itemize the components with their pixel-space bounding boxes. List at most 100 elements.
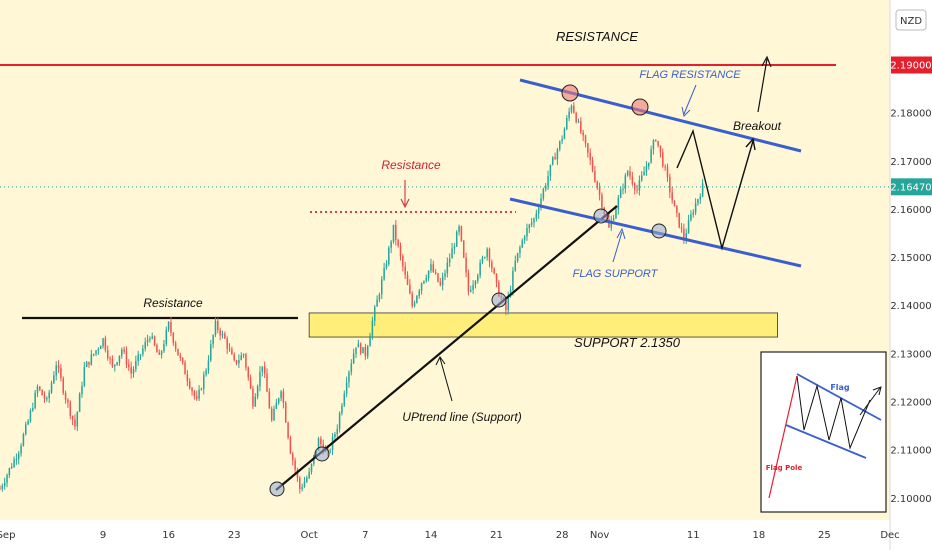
candle-body bbox=[453, 246, 456, 249]
candle-body bbox=[46, 398, 48, 400]
candle-body bbox=[659, 145, 662, 153]
candle-body bbox=[174, 343, 177, 349]
candle-body bbox=[97, 349, 100, 351]
candle-body bbox=[474, 281, 477, 285]
candle-body bbox=[270, 408, 273, 421]
candle-body bbox=[385, 264, 388, 268]
candle-body bbox=[275, 402, 278, 409]
candle-body bbox=[530, 222, 533, 225]
candle-body bbox=[388, 247, 390, 265]
y-tick-label: 2.10000 bbox=[890, 494, 931, 505]
candle-body bbox=[78, 393, 81, 412]
candle-body bbox=[434, 272, 437, 274]
candle-body bbox=[467, 272, 470, 292]
candle-body bbox=[348, 371, 350, 383]
candle-body bbox=[399, 245, 402, 256]
candle-body bbox=[205, 370, 207, 375]
breakout-arrowhead bbox=[761, 55, 772, 68]
candle-body bbox=[633, 183, 636, 190]
candle-body bbox=[43, 395, 46, 400]
candle-body bbox=[631, 176, 634, 184]
candle-body bbox=[570, 105, 573, 112]
candle-body bbox=[135, 361, 137, 370]
candle-body bbox=[526, 228, 528, 237]
candle-body bbox=[36, 386, 39, 393]
candle-body bbox=[683, 228, 685, 240]
candle-body bbox=[671, 192, 673, 201]
candle-body bbox=[273, 408, 275, 421]
candle-body bbox=[15, 458, 18, 460]
candle-body bbox=[247, 367, 250, 378]
currency-badge[interactable] bbox=[895, 9, 927, 31]
candle-body bbox=[655, 140, 657, 142]
candle-body bbox=[430, 264, 432, 271]
candle-body bbox=[163, 344, 165, 352]
inset-arrow bbox=[859, 387, 881, 416]
candle-body bbox=[465, 257, 467, 273]
candle-body bbox=[589, 152, 591, 160]
candle-body bbox=[228, 348, 231, 350]
candle-body bbox=[678, 212, 680, 228]
candle-body bbox=[149, 338, 151, 340]
candle-body bbox=[411, 293, 413, 307]
candle-body bbox=[547, 176, 549, 186]
candle-body bbox=[498, 282, 500, 297]
x-tick-label: 21 bbox=[490, 530, 503, 541]
candle-body bbox=[27, 420, 29, 425]
candle-body bbox=[587, 143, 589, 153]
candle-body bbox=[88, 361, 90, 365]
candle-body bbox=[420, 283, 423, 291]
candle-body bbox=[444, 273, 446, 277]
candle-body bbox=[507, 296, 509, 311]
inset-pole bbox=[768, 375, 798, 499]
candle-body bbox=[310, 463, 313, 472]
candle-body bbox=[53, 375, 55, 384]
x-tick-label: 9 bbox=[100, 530, 106, 541]
candle-body bbox=[664, 166, 666, 168]
candle-body bbox=[217, 320, 219, 331]
candle-body bbox=[612, 218, 615, 221]
projected-path bbox=[676, 128, 754, 251]
candle-body bbox=[484, 257, 486, 259]
candle-body bbox=[128, 364, 130, 368]
candle-body bbox=[200, 388, 203, 390]
candle-body bbox=[575, 112, 577, 123]
flag-support-arrowhead bbox=[616, 227, 626, 240]
candle-body bbox=[701, 183, 704, 197]
candle-body bbox=[364, 347, 367, 357]
candle-body bbox=[652, 140, 655, 150]
breakout-label: Breakout bbox=[733, 119, 782, 133]
touch-marker-top bbox=[631, 98, 649, 116]
candle-body bbox=[226, 338, 228, 349]
candlestick-series bbox=[0, 102, 704, 494]
y-tick-label: 2.16000 bbox=[890, 205, 931, 216]
candle-body bbox=[292, 453, 294, 461]
flag-pattern-inset: Flag Flag Pole bbox=[760, 351, 887, 513]
candle-body bbox=[563, 128, 566, 140]
candle-body bbox=[158, 352, 161, 355]
uptrend-line bbox=[275, 205, 618, 491]
candle-body bbox=[317, 438, 320, 451]
candle-body bbox=[245, 354, 247, 368]
y-tick-label: 2.17000 bbox=[890, 157, 931, 168]
inset-arrowhead bbox=[872, 386, 882, 396]
candle-body bbox=[179, 355, 182, 358]
candle-body bbox=[392, 224, 395, 242]
candle-body bbox=[423, 280, 425, 284]
candle-body bbox=[160, 351, 163, 355]
candle-body bbox=[573, 105, 575, 113]
candle-body bbox=[294, 460, 296, 470]
x-tick-label: 18 bbox=[752, 530, 765, 541]
candle-body bbox=[57, 365, 60, 368]
candle-body bbox=[390, 241, 392, 248]
candle-body bbox=[556, 149, 559, 160]
y-tick-label: 2.12000 bbox=[890, 398, 931, 409]
candle-body bbox=[352, 353, 355, 364]
candle-body bbox=[359, 343, 362, 354]
candle-body bbox=[395, 224, 397, 240]
candle-body bbox=[116, 362, 118, 365]
candle-body bbox=[657, 140, 659, 146]
candle-body bbox=[669, 177, 671, 193]
candle-body bbox=[542, 189, 545, 199]
